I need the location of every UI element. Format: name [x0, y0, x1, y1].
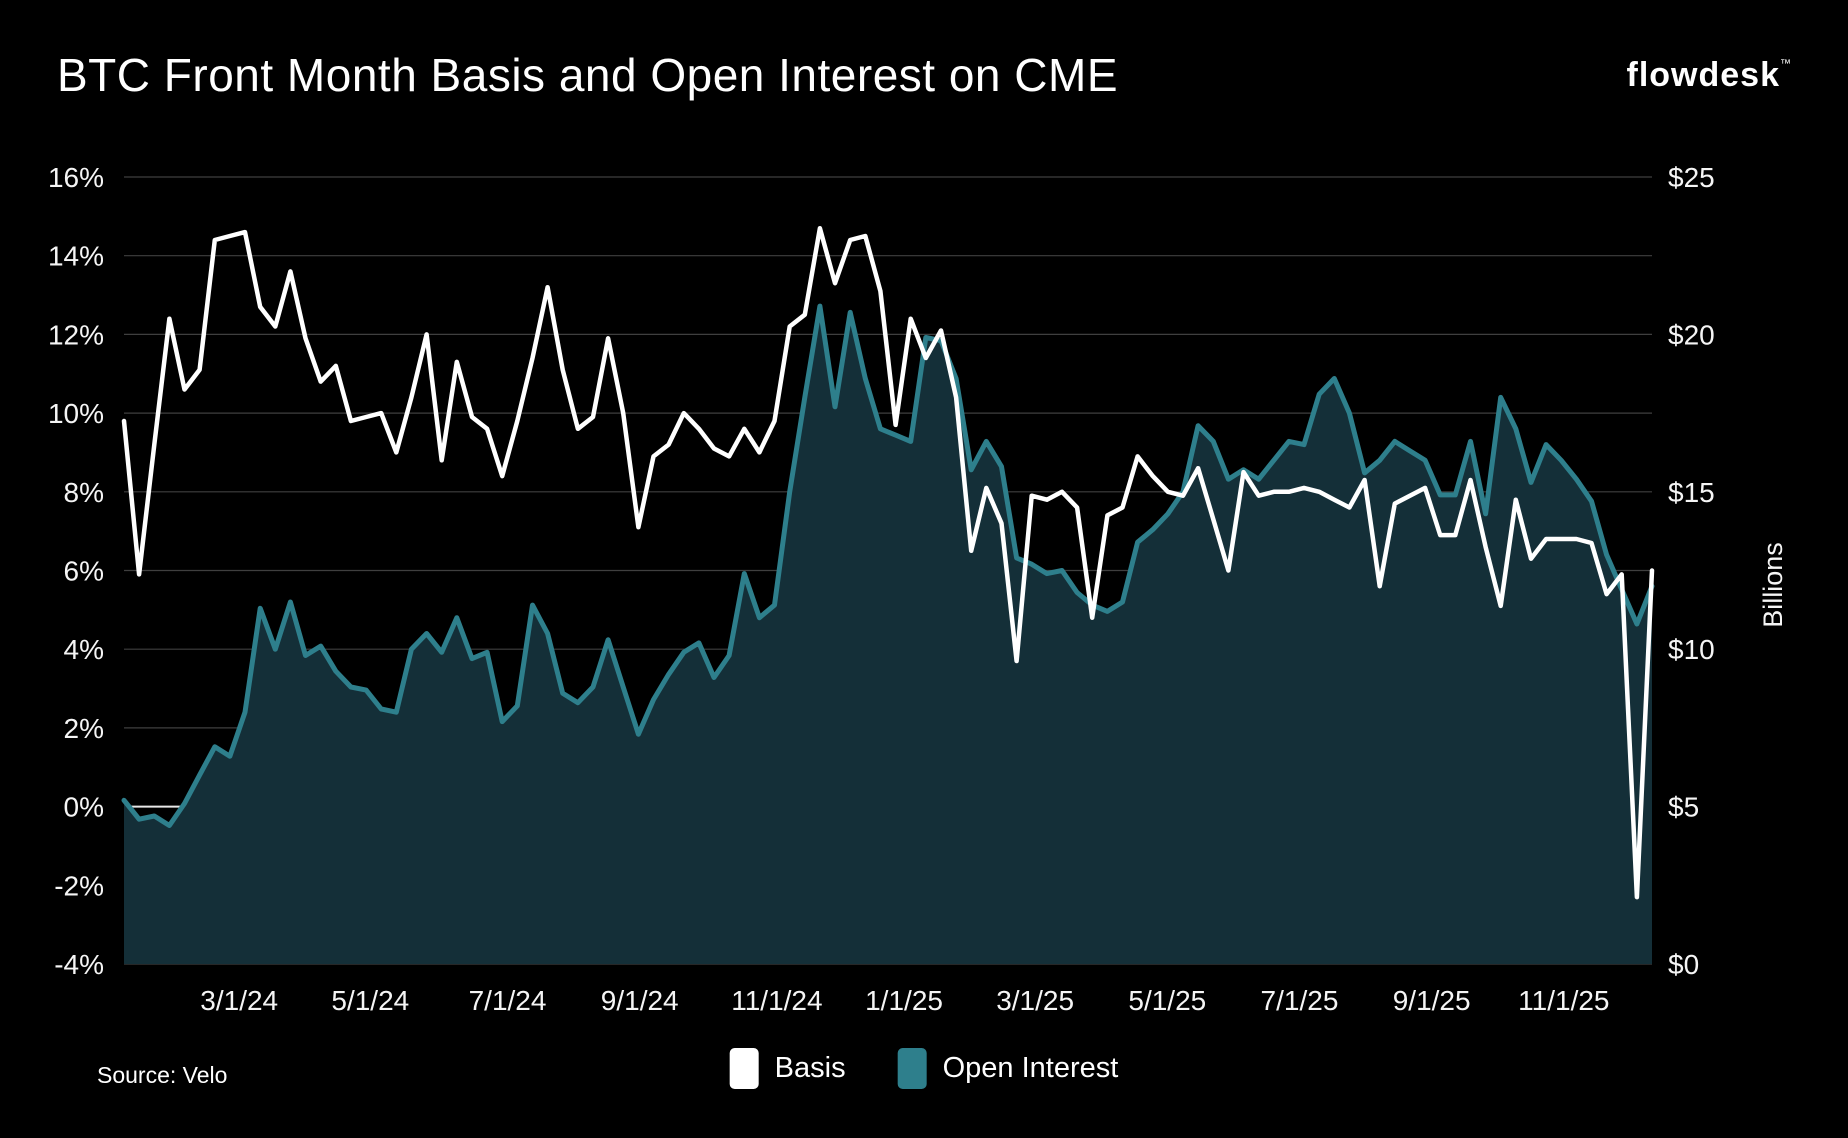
x-axis-tick: 3/1/24	[200, 985, 278, 1016]
x-axis-tick: 7/1/25	[1261, 985, 1339, 1016]
x-axis-tick: 9/1/24	[601, 985, 679, 1016]
x-axis-tick: 11/1/25	[1518, 985, 1609, 1016]
flowdesk-logo: flowdesk™	[1626, 56, 1792, 94]
source-note: Source: Velo	[97, 1062, 228, 1088]
legend-label: Basis	[774, 1052, 846, 1084]
y-axis-left-tick: 14%	[48, 241, 104, 272]
y-axis-left-tick: 2%	[64, 713, 104, 744]
page-title: BTC Front Month Basis and Open Interest …	[57, 49, 1119, 101]
y-axis-left-tick: 16%	[48, 162, 104, 193]
x-axis-tick: 9/1/25	[1393, 985, 1471, 1016]
x-axis-tick: 7/1/24	[469, 985, 547, 1016]
legend-item-basis: Basis	[729, 1048, 846, 1089]
basis-swatch-icon	[729, 1048, 759, 1089]
y-axis-right-tick: $25	[1668, 162, 1715, 193]
open-interest-swatch-icon	[897, 1048, 927, 1089]
x-axis-tick: 11/1/24	[731, 985, 822, 1016]
y-axis-left-tick: 12%	[48, 319, 104, 350]
y-axis-left-tick: 0%	[64, 792, 104, 823]
y-axis-left-tick: 4%	[64, 634, 104, 665]
y-axis-left-tick: 10%	[48, 398, 104, 429]
y-axis-right-tick: $5	[1668, 792, 1699, 823]
y-axis-right-tick: $0	[1668, 949, 1699, 980]
y-axis-left-tick: 6%	[64, 556, 104, 587]
x-axis-tick: 1/1/25	[865, 985, 943, 1016]
basis-line	[121, 225, 1655, 900]
open-interest-area	[124, 306, 1652, 965]
chart-legend: Basis Open Interest	[729, 1048, 1119, 1089]
y-axis-right-tick: $20	[1668, 319, 1715, 350]
legend-item-open-interest: Open Interest	[897, 1048, 1119, 1089]
y-axis-right-tick: $15	[1668, 477, 1715, 508]
y-axis-left-tick: -2%	[54, 870, 104, 901]
legend-label: Open Interest	[942, 1052, 1119, 1084]
y-axis-left-tick: -4%	[54, 949, 104, 980]
x-axis-tick: 5/1/24	[331, 985, 409, 1016]
x-axis-tick: 3/1/25	[996, 985, 1074, 1016]
y-axis-right-tick: $10	[1668, 634, 1715, 665]
y-axis-right-label: Billions	[1758, 542, 1788, 628]
y-axis-left-tick: 8%	[64, 477, 104, 508]
x-axis-tick: 5/1/25	[1128, 985, 1206, 1016]
open-interest-line	[121, 303, 1655, 828]
trademark-mark: ™	[1780, 58, 1792, 70]
